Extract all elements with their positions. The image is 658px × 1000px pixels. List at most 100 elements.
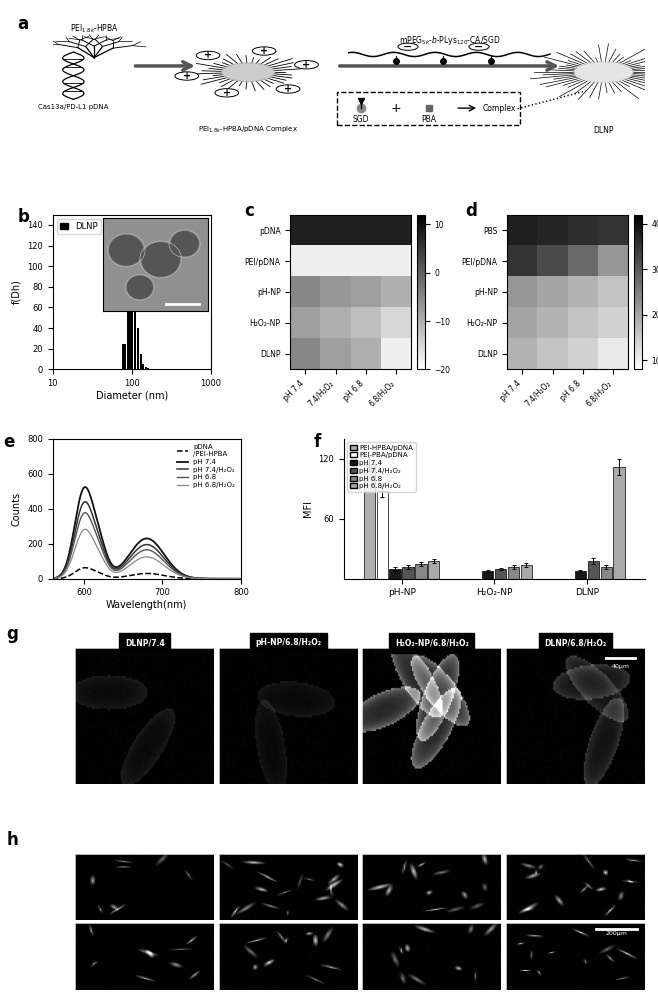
Text: PEI$_{1.8k}$-HPBA: PEI$_{1.8k}$-HPBA	[70, 22, 118, 35]
Text: b: b	[18, 208, 30, 226]
Text: f: f	[314, 433, 321, 451]
Text: c: c	[244, 202, 254, 220]
pDNA
/PEI-HPBA	[49, 573, 57, 585]
Bar	[364, 464, 375, 579]
Circle shape	[574, 62, 633, 83]
Text: h: h	[7, 831, 18, 849]
Legend: pDNA
/PEI-HPBA, pH 7.4, pH 7.4/H₂O₂, pH 6.8, pH 6.8/H₂O₂: pDNA /PEI-HPBA, pH 7.4, pH 7.4/H₂O₂, pH …	[176, 442, 238, 490]
X-axis label: Diameter (nm): Diameter (nm)	[95, 391, 168, 401]
Bar	[575, 571, 586, 579]
Text: pDNA F-actin: pDNA F-actin	[57, 688, 66, 744]
Title: H₂O₂-NP/6.8/H₂O₂: H₂O₂-NP/6.8/H₂O₂	[395, 638, 468, 647]
pH 6.8/H₂O₂	[245, 573, 253, 585]
Bar	[402, 567, 414, 579]
pH 6.8	[99, 547, 107, 559]
Bar	[508, 567, 519, 579]
pDNA
/PEI-HPBA	[197, 573, 205, 585]
pH 6.8/H₂O₂	[49, 573, 57, 585]
pH 7.4	[245, 573, 253, 585]
Bar	[415, 564, 426, 579]
Text: +: +	[391, 102, 401, 115]
Bar	[139, 354, 141, 369]
Bar	[588, 561, 599, 579]
pH 7.4/H₂O₂	[138, 540, 145, 552]
pH 6.8/H₂O₂	[99, 553, 107, 565]
pH 6.8/H₂O₂	[81, 523, 89, 535]
pH 7.4	[84, 483, 91, 495]
Bar	[390, 569, 401, 579]
pDNA
/PEI-HPBA	[138, 568, 145, 580]
pH 7.4/H₂O₂	[180, 569, 188, 581]
Circle shape	[469, 43, 489, 50]
Circle shape	[196, 51, 220, 60]
Text: +: +	[183, 71, 191, 81]
pH 6.8/H₂O₂	[164, 563, 172, 575]
Circle shape	[175, 72, 199, 80]
pH 6.8	[81, 507, 89, 519]
Text: −: −	[474, 42, 484, 52]
Text: g: g	[7, 625, 18, 643]
pH 7.4	[180, 569, 188, 581]
Text: +: +	[284, 84, 292, 94]
pH 6.8	[180, 570, 188, 582]
Line: pH 7.4/H₂O₂: pH 7.4/H₂O₂	[53, 502, 249, 579]
Text: +: +	[303, 60, 311, 70]
Y-axis label: MFI: MFI	[303, 500, 313, 517]
Text: 10% FBS: 10% FBS	[57, 938, 66, 975]
pH 7.4	[99, 537, 107, 549]
Title: DLNP/6.8/H₂O₂: DLNP/6.8/H₂O₂	[544, 638, 607, 647]
pDNA
/PEI-HPBA	[180, 572, 188, 584]
Line: pH 6.8: pH 6.8	[53, 513, 249, 579]
Text: d: d	[465, 202, 477, 220]
Legend: PEI-HPBA/pDNA, PEI-PBA/pDNA, pH 7.4, pH 7.4/H₂O₂, pH 6.8, pH 6.8/H₂O₂: PEI-HPBA/pDNA, PEI-PBA/pDNA, pH 7.4, pH …	[347, 442, 416, 492]
Circle shape	[398, 43, 418, 50]
Text: +: +	[223, 88, 231, 98]
Circle shape	[252, 47, 276, 55]
pH 6.8/H₂O₂	[138, 552, 145, 564]
FancyBboxPatch shape	[337, 92, 520, 125]
Circle shape	[221, 63, 275, 82]
pH 6.8	[245, 573, 253, 585]
Bar	[613, 467, 624, 579]
Text: +: +	[260, 46, 268, 56]
pH 7.4/H₂O₂	[164, 557, 172, 569]
pDNA
/PEI-HPBA	[99, 568, 107, 580]
Title: DLNP/7.4: DLNP/7.4	[125, 638, 164, 647]
pH 7.4/H₂O₂	[49, 572, 57, 584]
pH 7.4/H₂O₂	[245, 573, 253, 585]
Circle shape	[215, 89, 239, 97]
Bar	[145, 367, 147, 369]
Bar	[376, 491, 388, 579]
Legend: DLNP: DLNP	[57, 219, 101, 234]
Bar	[147, 368, 149, 369]
Line: pH 7.4: pH 7.4	[53, 487, 249, 579]
pH 6.8	[49, 572, 57, 584]
pH 7.4	[164, 555, 172, 567]
Bar	[130, 266, 133, 369]
pH 6.8/H₂O₂	[180, 571, 188, 583]
Text: −: −	[403, 42, 413, 52]
pH 6.8	[197, 572, 205, 584]
pH 6.8	[138, 545, 145, 557]
Text: Cas13a/PD-L1 pDNA: Cas13a/PD-L1 pDNA	[38, 104, 109, 110]
Bar	[495, 569, 507, 579]
pH 7.4/H₂O₂	[81, 496, 89, 508]
Text: 0% FBS: 0% FBS	[57, 871, 66, 903]
Bar	[134, 287, 136, 369]
Title: pH-NP/6.8/H₂O₂: pH-NP/6.8/H₂O₂	[255, 638, 321, 647]
pH 7.4	[138, 534, 145, 546]
Text: +: +	[204, 50, 212, 60]
Text: Complex: Complex	[483, 104, 517, 113]
Bar	[428, 561, 440, 579]
X-axis label: Wavelength(nm): Wavelength(nm)	[106, 600, 188, 610]
Bar	[126, 287, 130, 369]
pH 6.8	[84, 508, 91, 520]
Text: a: a	[17, 15, 28, 33]
pH 6.8	[164, 560, 172, 572]
Line: pDNA
/PEI-HPBA: pDNA /PEI-HPBA	[53, 568, 249, 579]
Bar	[601, 567, 612, 579]
pH 6.8/H₂O₂	[84, 524, 91, 536]
pH 7.4/H₂O₂	[197, 572, 205, 584]
pDNA
/PEI-HPBA	[81, 562, 89, 574]
Text: SGD: SGD	[352, 115, 369, 124]
